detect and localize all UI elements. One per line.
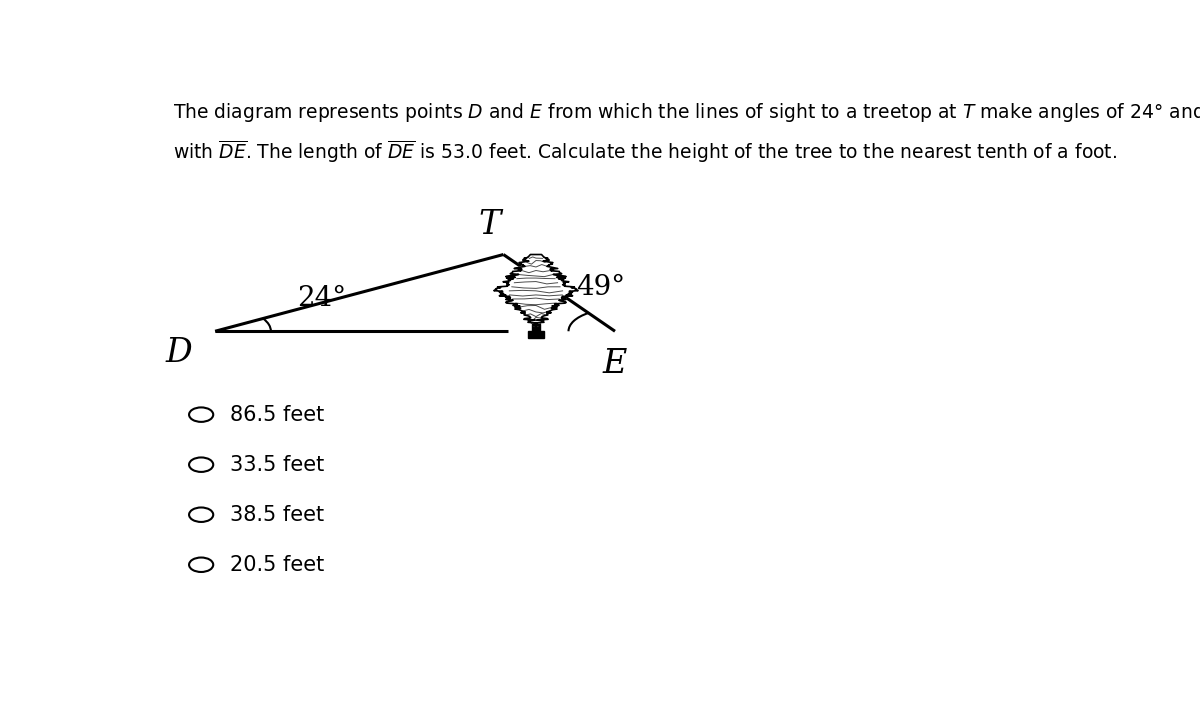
Text: 20.5 feet: 20.5 feet bbox=[230, 554, 324, 575]
Polygon shape bbox=[494, 255, 578, 327]
Text: 24°: 24° bbox=[298, 284, 347, 312]
Text: The diagram represents points $D$ and $E$ from which the lines of sight to a tre: The diagram represents points $D$ and $E… bbox=[173, 100, 1200, 123]
Polygon shape bbox=[528, 331, 545, 338]
Text: 49°: 49° bbox=[576, 274, 625, 300]
Text: with $\overline{DE}$. The length of $\overline{DE}$ is 53.0 feet. Calculate the : with $\overline{DE}$. The length of $\ov… bbox=[173, 139, 1117, 165]
Text: 38.5 feet: 38.5 feet bbox=[230, 505, 324, 525]
Text: 86.5 feet: 86.5 feet bbox=[230, 404, 324, 425]
Text: T: T bbox=[479, 209, 500, 240]
Text: D: D bbox=[166, 336, 192, 369]
Text: E: E bbox=[602, 348, 628, 380]
Text: 33.5 feet: 33.5 feet bbox=[230, 455, 324, 474]
